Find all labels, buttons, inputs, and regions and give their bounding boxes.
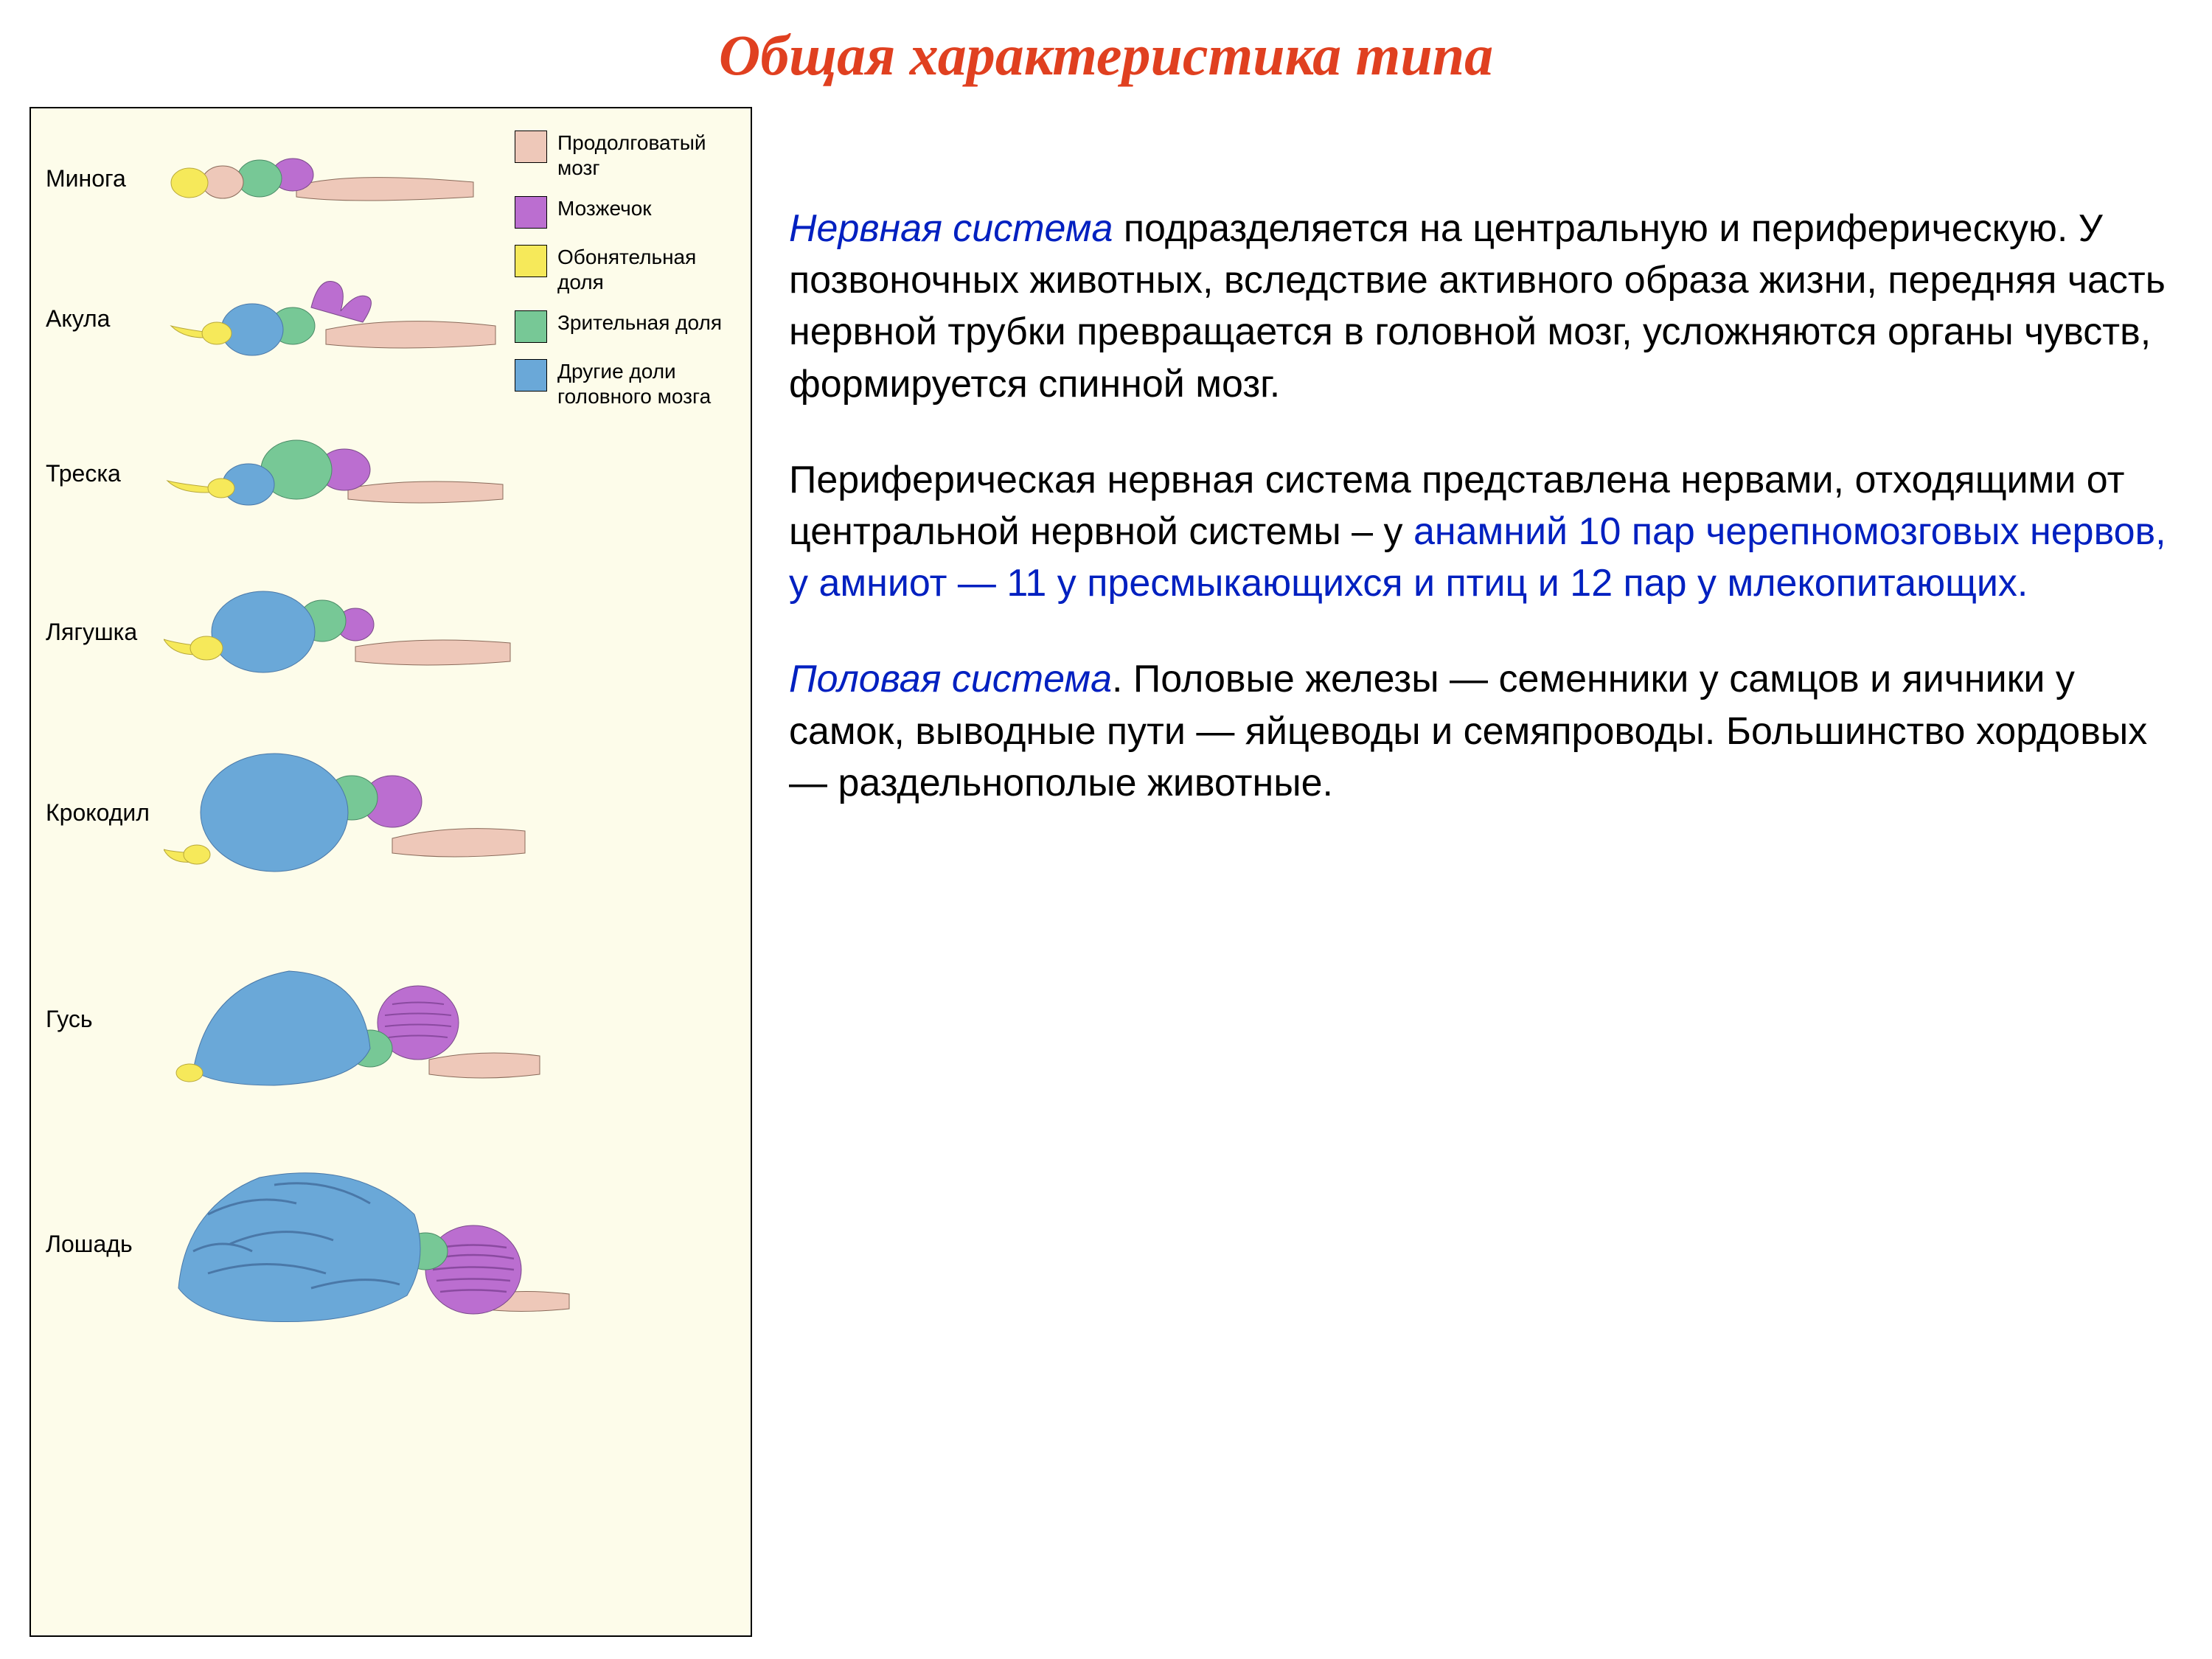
species-label: Акула	[46, 305, 164, 333]
content-row: Продолговатый мозг Мозжечок Обонятельная…	[29, 107, 2183, 1637]
legend-item: Мозжечок	[515, 196, 736, 229]
brain-goose-icon	[164, 927, 547, 1111]
slide-title: Общая характеристика типа	[29, 22, 2183, 88]
species-label: Треска	[46, 460, 164, 487]
legend-label: Мозжечок	[557, 196, 652, 221]
legend-item: Обонятельная доля	[515, 245, 736, 294]
brain-lamprey-icon	[164, 142, 481, 215]
legend-item: Продолговатый мозг	[515, 131, 736, 180]
brain-row-crocodile: Крокодил	[46, 728, 736, 897]
legend-item: Зрительная доля	[515, 310, 736, 343]
lead-term: Нервная система	[789, 207, 1113, 250]
legend-swatch-olfactory	[515, 245, 547, 277]
legend-label: Другие доли головного мозга	[557, 359, 736, 408]
legend-swatch-cerebellum	[515, 196, 547, 229]
brain-shark-icon	[164, 256, 503, 381]
brain-cod-icon	[164, 414, 510, 532]
diagram-legend: Продолговатый мозг Мозжечок Обонятельная…	[515, 131, 736, 425]
species-label: Лягушка	[46, 619, 164, 646]
legend-swatch-forebrain	[515, 359, 547, 392]
forebrain-gyri	[178, 1173, 420, 1322]
text-panel: Нервная система подразделяется на центра…	[789, 107, 2183, 1637]
brain-crocodile-icon	[164, 728, 532, 897]
brain-frog-icon	[164, 566, 518, 698]
species-label: Лошадь	[46, 1231, 164, 1258]
brain-row-frog: Лягушка	[46, 566, 736, 698]
lead-term: Половая система	[789, 658, 1112, 700]
legend-swatch-medulla	[515, 131, 547, 163]
legend-label: Обонятельная доля	[557, 245, 736, 294]
species-label: Гусь	[46, 1006, 164, 1033]
paragraph-reproductive: Половая система. Половые железы — семенн…	[789, 653, 2183, 809]
species-label: Минога	[46, 165, 164, 192]
legend-label: Зрительная доля	[557, 310, 722, 335]
legend-swatch-optic	[515, 310, 547, 343]
brain-horse-icon	[164, 1141, 577, 1347]
brain-row-cod: Треска	[46, 411, 736, 536]
paragraph-peripheral: Периферическая нервная система представл…	[789, 454, 2183, 610]
species-label: Крокодил	[46, 799, 164, 827]
brain-row-horse: Лошадь	[46, 1141, 736, 1347]
brain-diagram-panel: Продолговатый мозг Мозжечок Обонятельная…	[29, 107, 752, 1637]
brain-row-goose: Гусь	[46, 927, 736, 1111]
legend-label: Продолговатый мозг	[557, 131, 736, 180]
slide: Общая характеристика типа Продолговатый …	[0, 0, 2212, 1659]
paragraph-nervous-system: Нервная система подразделяется на центра…	[789, 203, 2183, 410]
legend-item: Другие доли головного мозга	[515, 359, 736, 408]
